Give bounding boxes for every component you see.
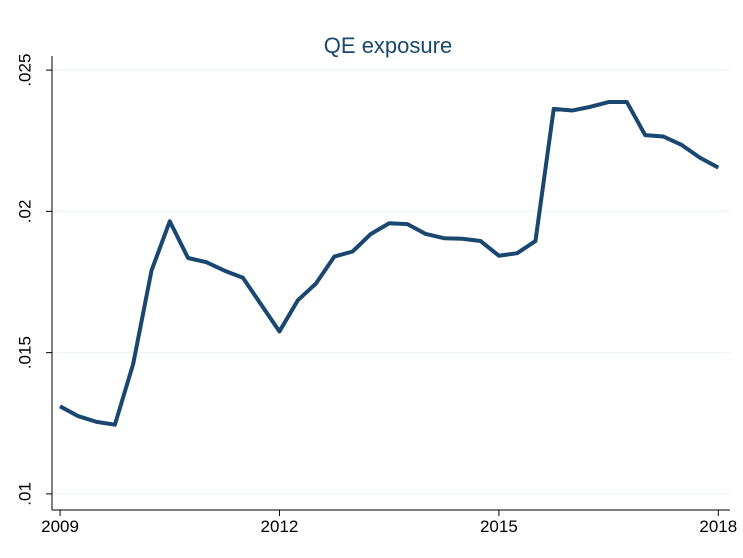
chart-title: QE exposure [324, 33, 452, 58]
x-tick-label: 2018 [699, 517, 737, 536]
y-tick-label: .015 [15, 336, 34, 369]
x-tick-label: 2012 [261, 517, 299, 536]
x-tick-label: 2015 [480, 517, 518, 536]
y-tick-label: .01 [15, 482, 34, 506]
x-tick-label: 2009 [41, 517, 79, 536]
y-tick-label: .02 [15, 200, 34, 224]
line-series [59, 100, 720, 427]
y-tick-label: .025 [15, 54, 34, 87]
